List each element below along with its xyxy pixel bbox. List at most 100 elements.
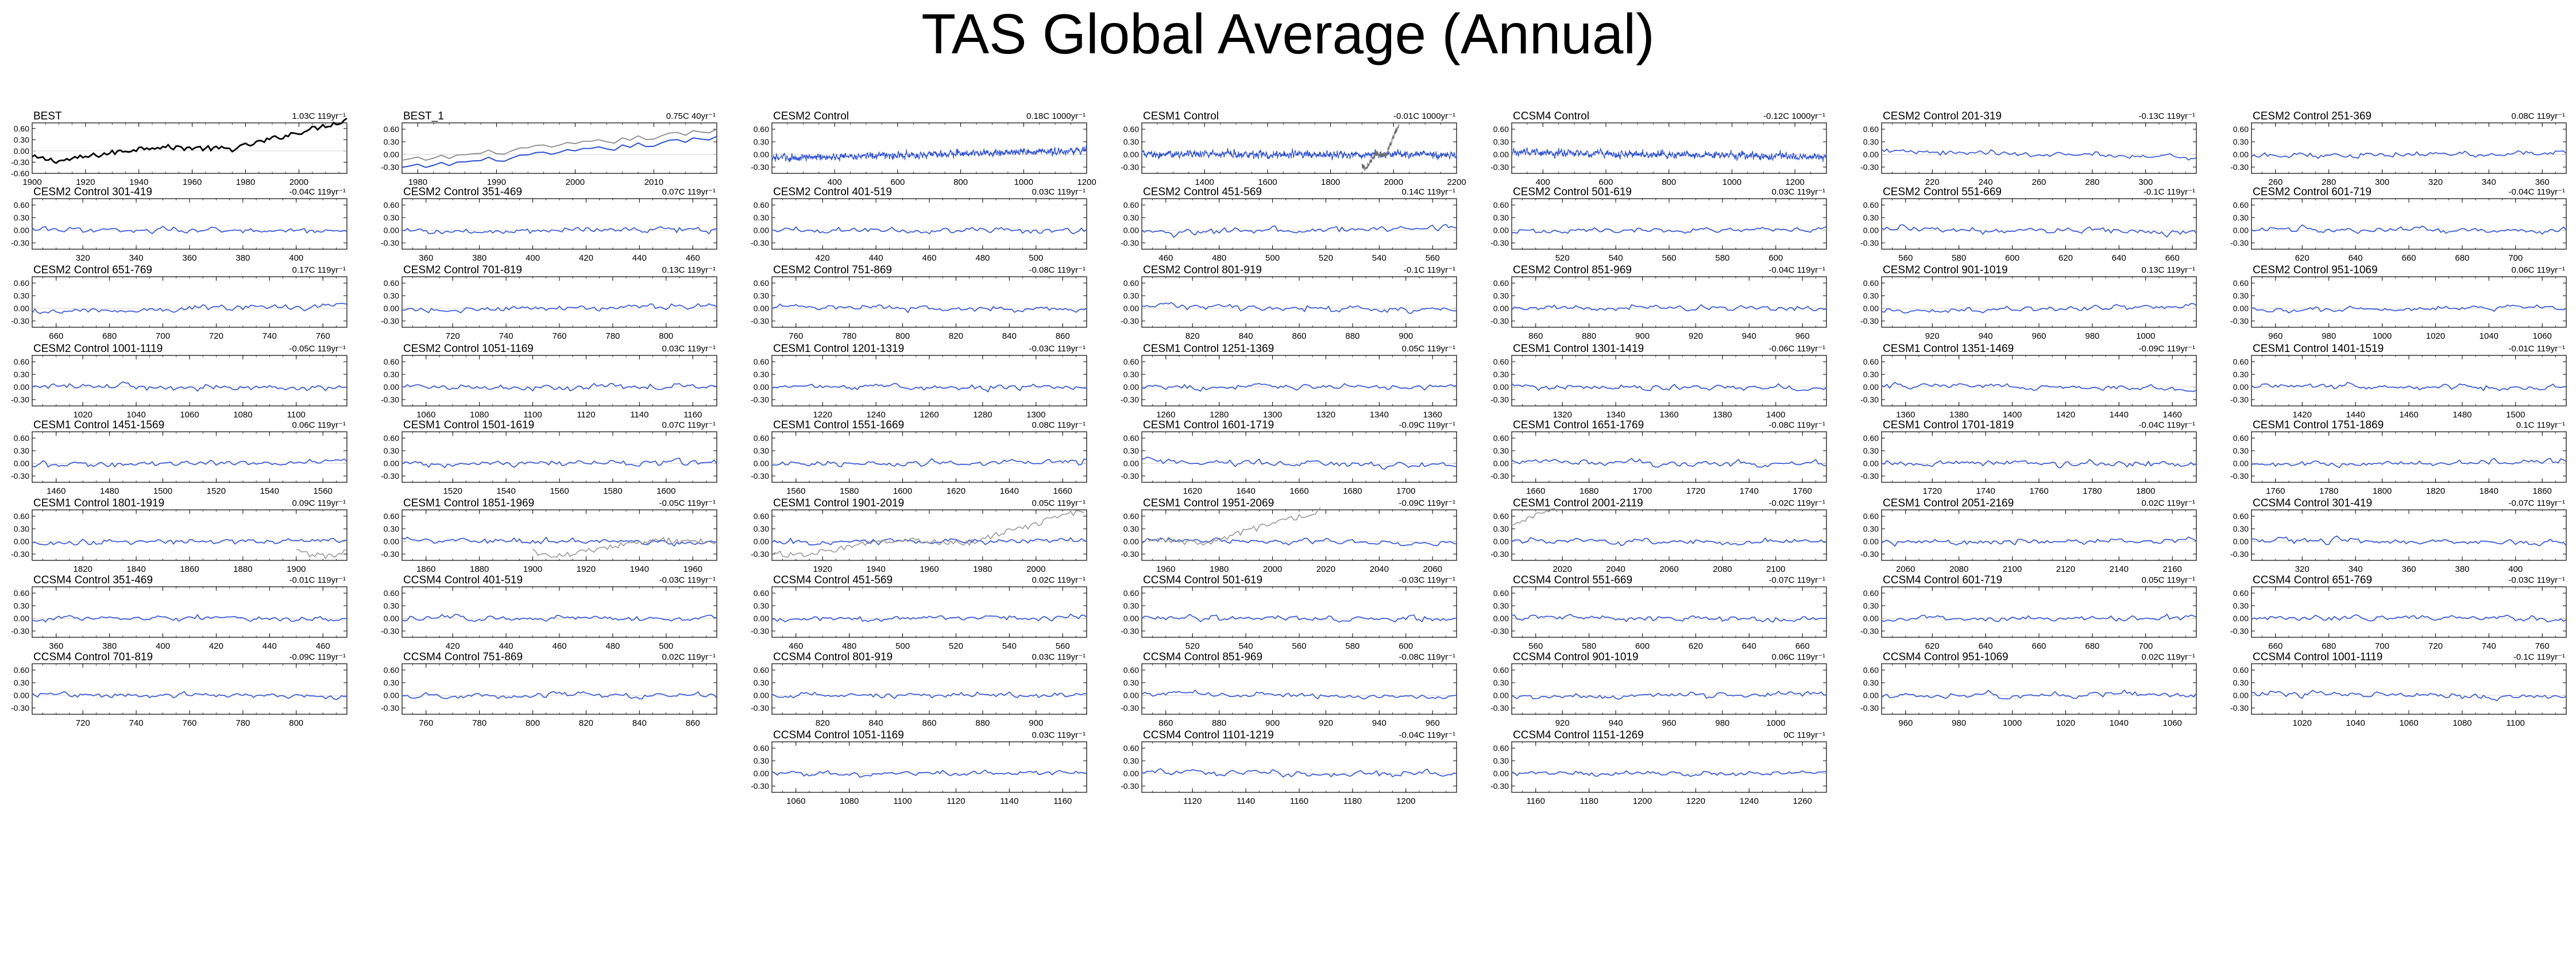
y-tick-label: -0.30 <box>751 471 769 481</box>
x-tick-label: 1840 <box>2480 486 2498 496</box>
panel-title: CESM1 Control 1301-1419 <box>1513 343 1644 355</box>
x-tick-label: 1200 <box>1396 796 1415 806</box>
series-line <box>1881 459 2197 469</box>
y-tick-label: 0.30 <box>384 370 399 379</box>
y-tick-label: 0.30 <box>1493 678 1509 687</box>
y-tick-label: -0.30 <box>381 316 399 326</box>
y-tick-label: 0.60 <box>1493 278 1509 288</box>
x-tick-label: 1620 <box>1183 486 1202 496</box>
y-tick-label: -0.30 <box>1490 781 1509 791</box>
x-tick-label: 900 <box>1029 718 1043 728</box>
x-tick-label: 380 <box>2455 564 2469 574</box>
x-tick-label: 660 <box>1795 641 1810 651</box>
x-tick-label: 1540 <box>260 486 279 496</box>
series-line <box>1511 147 1827 162</box>
x-tick-label: 1600 <box>656 486 675 496</box>
y-tick-label: 0.60 <box>1493 125 1509 134</box>
y-tick-label: 0.00 <box>754 304 769 313</box>
trend-label: -0.02C 119yr⁻¹ <box>1768 498 1825 508</box>
y-tick-label: 0.30 <box>1863 524 1879 533</box>
x-tick-label: 360 <box>419 253 433 263</box>
trend-label: -0.03C 119yr⁻¹ <box>659 575 716 585</box>
trend-label: 0.02C 119yr⁻¹ <box>1032 575 1086 585</box>
panel-frame <box>32 122 347 174</box>
panel-title: CCSM4 Control 1001-1119 <box>2253 651 2382 663</box>
panel-frame <box>771 431 1087 483</box>
overlay-line <box>1511 508 1558 526</box>
panel-frame <box>32 586 347 638</box>
panel-frame <box>1881 509 2197 561</box>
x-tick-label: 1660 <box>1289 486 1308 496</box>
panel-8: CESM2 Control 301-419 -0.04C 119yr⁻¹ 0.60 0… <box>11 186 347 263</box>
y-tick-label: 0.60 <box>754 125 769 134</box>
x-tick-label: 700 <box>2375 641 2389 651</box>
y-tick-label: 0.00 <box>384 691 399 700</box>
panel-21: CESM2 Control 951-1069 0.06C 119yr⁻¹ 0.60 0… <box>2230 264 2567 341</box>
panel-frame <box>2251 355 2567 407</box>
x-tick-label: 1920 <box>76 177 95 187</box>
x-tick-label: 640 <box>2112 253 2126 263</box>
panel-2: BEST_1 0.75C 40yr⁻¹ 0.60 0.30 0.00 -0.30 1980 1… <box>381 110 717 187</box>
x-tick-label: 320 <box>2428 177 2443 187</box>
y-tick-label: -0.30 <box>1490 238 1509 247</box>
x-tick-label: 1520 <box>443 486 462 496</box>
x-tick-label: 520 <box>1555 253 1570 263</box>
y-tick-label: 0.30 <box>754 601 769 610</box>
x-tick-label: 860 <box>1056 331 1070 341</box>
panel-frame <box>1141 355 1457 407</box>
y-tick-label: 0.60 <box>754 665 769 675</box>
series-line <box>32 614 347 623</box>
x-tick-label: 840 <box>632 718 647 728</box>
y-tick-label: 0.30 <box>1863 213 1879 222</box>
panel-title: CESM1 Control 1701-1819 <box>1883 419 2014 431</box>
y-tick-label: 0.30 <box>2233 137 2249 146</box>
x-tick-label: 1480 <box>100 486 119 496</box>
x-tick-label: 940 <box>1609 718 1623 728</box>
x-tick-label: 760 <box>2535 641 2550 651</box>
panel-32: CESM1 Control 1601-1719 -0.09C 119yr⁻¹ 0.6… <box>1121 419 1457 496</box>
x-tick-label: 400 <box>289 253 303 263</box>
x-tick-label: 400 <box>156 641 170 651</box>
x-tick-label: 560 <box>1426 253 1440 263</box>
panel-frame <box>1141 431 1457 483</box>
x-tick-label: 400 <box>2508 564 2523 574</box>
x-tick-label: 520 <box>1185 641 1200 651</box>
panel-frame <box>32 198 347 250</box>
y-tick-label: -0.30 <box>1860 471 1879 481</box>
y-tick-label: 0.30 <box>384 601 399 610</box>
x-tick-label: 740 <box>262 331 277 341</box>
trend-label: 0.13C 119yr⁻¹ <box>2141 265 2195 275</box>
panel-17: CESM2 Control 751-869 -0.08C 119yr⁻¹ 0.60 0… <box>751 264 1087 341</box>
x-tick-label: 1460 <box>47 486 65 496</box>
x-tick-label: 940 <box>1372 718 1387 728</box>
x-tick-label: 400 <box>828 177 842 187</box>
x-tick-label: 920 <box>1319 718 1333 728</box>
y-tick-label: 0.30 <box>1493 446 1509 455</box>
panel-title: CESM2 Control <box>773 110 849 122</box>
series-line <box>1511 383 1827 392</box>
x-tick-label: 1880 <box>470 564 489 574</box>
y-tick-label: 0.00 <box>14 614 29 623</box>
x-tick-label: 320 <box>2295 564 2309 574</box>
x-tick-label: 1920 <box>813 564 832 574</box>
series-line <box>1511 458 1827 468</box>
series-line <box>771 382 1087 393</box>
x-tick-label: 1300 <box>1263 410 1282 420</box>
y-tick-label: 0.60 <box>754 512 769 521</box>
y-tick-label: -0.30 <box>751 238 769 247</box>
panel-frame <box>1141 741 1457 793</box>
y-tick-label: 0.00 <box>2233 304 2249 313</box>
panel-33: CESM1 Control 1651-1769 -0.08C 119yr⁻¹ 0.6… <box>1490 419 1827 496</box>
x-tick-label: 720 <box>209 331 223 341</box>
x-tick-label: 540 <box>1609 253 1623 263</box>
y-tick-label: 0.30 <box>384 213 399 222</box>
x-tick-label: 1860 <box>2533 486 2552 496</box>
x-tick-label: 980 <box>2322 331 2336 341</box>
panel-title: CCSM4 Control 1051-1169 <box>773 729 904 741</box>
panel-title: CESM2 Control 301-419 <box>33 186 152 198</box>
x-tick-label: 1900 <box>22 177 41 187</box>
panel-6: CESM2 Control 201-319 -0.13C 119yr⁻¹ 0.60 0… <box>1860 110 2197 187</box>
panel-title: CESM2 Control 901-1019 <box>1883 264 2008 276</box>
x-tick-label: 800 <box>526 718 540 728</box>
x-tick-label: 300 <box>2138 177 2153 187</box>
